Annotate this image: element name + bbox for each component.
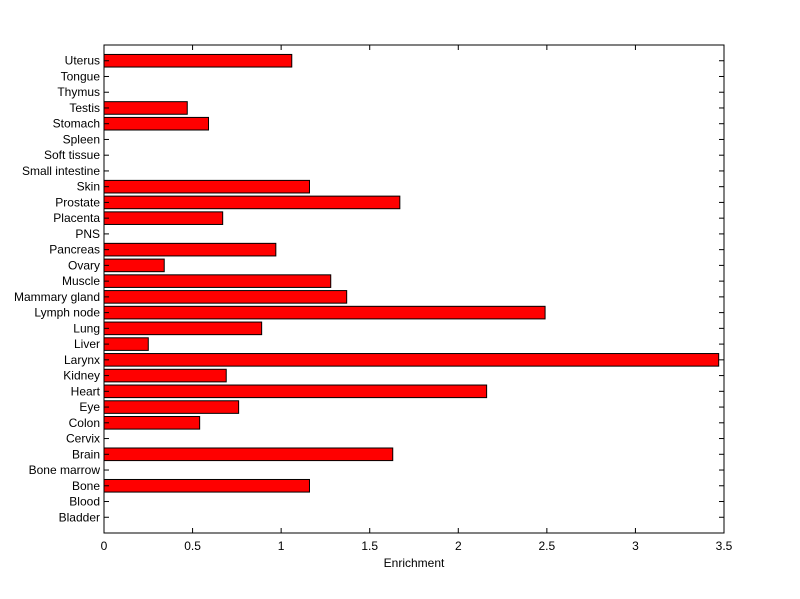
y-tick-label-bladder: Bladder	[59, 510, 100, 524]
y-tick-label-tongue: Tongue	[61, 69, 101, 83]
y-tick-label-testis: Testis	[69, 101, 100, 115]
x-tick-label: 2	[455, 539, 462, 553]
y-tick-label-thymus: Thymus	[57, 85, 100, 99]
bar-colon	[103, 416, 201, 430]
y-tick-label-prostate: Prostate	[55, 195, 100, 209]
x-tick-label: 2.5	[539, 539, 556, 553]
bar-uterus	[103, 53, 293, 68]
bar-lung	[103, 321, 263, 336]
y-tick-label-uterus: Uterus	[65, 54, 100, 68]
bar-placenta	[103, 211, 224, 225]
y-tick-label-spleen: Spleen	[63, 132, 100, 146]
y-tick-label-liver: Liver	[74, 337, 100, 351]
y-tick-label-pns: PNS	[75, 227, 100, 241]
bar-mammary-gland	[103, 290, 348, 304]
bar-lymph-node	[103, 305, 546, 320]
plot-frame	[103, 44, 725, 534]
bar-brain	[103, 447, 394, 462]
y-tick-label-stomach: Stomach	[53, 117, 100, 131]
bar-bone	[103, 478, 310, 493]
y-tick-label-kidney: Kidney	[63, 369, 100, 383]
y-tick-label-blood: Blood	[69, 495, 100, 509]
x-ticks-group: 0 0.5 1 1.5 2 2.5 3 3.5	[101, 45, 733, 553]
y-tick-label-cervix: Cervix	[66, 432, 100, 446]
y-tick-label-colon: Colon	[69, 416, 100, 430]
bar-kidney	[103, 368, 227, 383]
y-tick-label-lung: Lung	[73, 321, 100, 335]
y-tick-label-ovary: Ovary	[68, 258, 100, 272]
bar-liver	[103, 337, 149, 351]
bar-testis	[103, 101, 188, 115]
y-tick-label-bone-marrow: Bone marrow	[29, 463, 101, 477]
bar-prostate	[103, 195, 401, 210]
y-tick-label-mammary-gland: Mammary gland	[14, 290, 100, 304]
x-tick-label: 0	[101, 539, 108, 553]
y-tick-label-brain: Brain	[72, 447, 100, 461]
y-tick-label-muscle: Muscle	[62, 274, 100, 288]
y-tick-label-small-intestine: Small intestine	[22, 164, 100, 178]
x-tick-label: 3.5	[716, 539, 733, 553]
y-tick-label-soft-tissue: Soft tissue	[44, 148, 100, 162]
y-tick-label-eye: Eye	[79, 400, 100, 414]
bar-ovary	[103, 258, 165, 273]
x-tick-label: 1.5	[361, 539, 378, 553]
bar-muscle	[103, 274, 332, 288]
y-tick-label-heart: Heart	[71, 384, 101, 398]
y-tick-label-pancreas: Pancreas	[49, 243, 100, 257]
x-tick-label: 1	[278, 539, 285, 553]
bar-stomach	[103, 116, 210, 131]
y-tick-label-placenta: Placenta	[53, 211, 100, 225]
y-tick-label-larynx: Larynx	[64, 353, 100, 367]
y-tick-label-lymph-node: Lymph node	[34, 306, 100, 320]
x-tick-label: 3	[632, 539, 639, 553]
x-tick-label: 0.5	[184, 539, 201, 553]
y-tick-label-bone: Bone	[72, 479, 100, 493]
x-axis-label: Enrichment	[384, 556, 445, 570]
bar-skin	[103, 179, 310, 194]
bar-larynx	[103, 353, 720, 367]
bar-pancreas	[103, 242, 277, 257]
bar-eye	[103, 400, 240, 414]
y-tick-label-skin: Skin	[77, 180, 100, 194]
bar-heart	[103, 384, 488, 399]
